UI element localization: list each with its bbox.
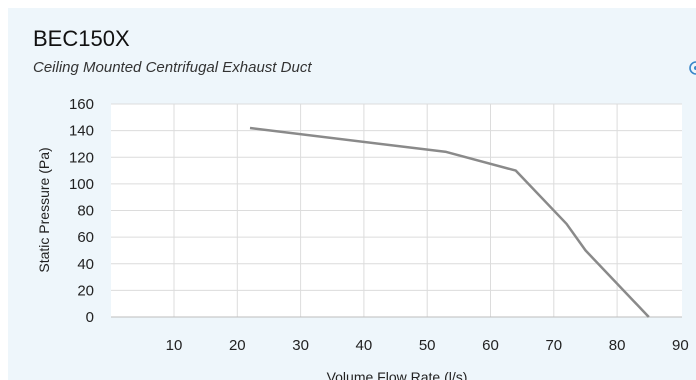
y-axis-label: Static Pressure (Pa) — [36, 147, 52, 272]
y-tick-label: 60 — [77, 229, 94, 246]
y-tick-label: 0 — [86, 309, 94, 326]
y-tick-labels: 0 20 40 60 80 100 120 140 160 — [69, 96, 94, 326]
y-tick-label: 160 — [69, 96, 94, 113]
x-tick-label: 20 — [229, 337, 246, 354]
x-tick-label: 40 — [356, 337, 373, 354]
chart-subtitle: Ceiling Mounted Centrifugal Exhaust Duct — [33, 59, 312, 76]
x-tick-label: 90 — [672, 337, 689, 354]
x-tick-label: 80 — [609, 337, 626, 354]
y-tick-label: 40 — [77, 256, 94, 273]
x-tick-labels: 10 20 30 40 50 60 70 80 90 — [166, 337, 689, 354]
y-tick-label: 100 — [69, 176, 94, 193]
gridlines — [111, 103, 682, 317]
x-tick-label: 10 — [166, 337, 183, 354]
x-tick-label: 60 — [482, 337, 499, 354]
chart-title: BEC150X — [33, 26, 130, 51]
x-tick-label: 30 — [292, 337, 309, 354]
series-line — [249, 126, 650, 318]
y-tick-label: 80 — [77, 203, 94, 220]
x-tick-label: 50 — [419, 337, 436, 354]
x-axis-label: Volume Flow Rate (l/s) — [327, 369, 468, 380]
y-tick-label: 20 — [77, 282, 94, 299]
x-tick-label: 70 — [545, 337, 562, 354]
y-tick-label: 120 — [69, 149, 94, 166]
y-tick-label: 140 — [69, 123, 94, 140]
